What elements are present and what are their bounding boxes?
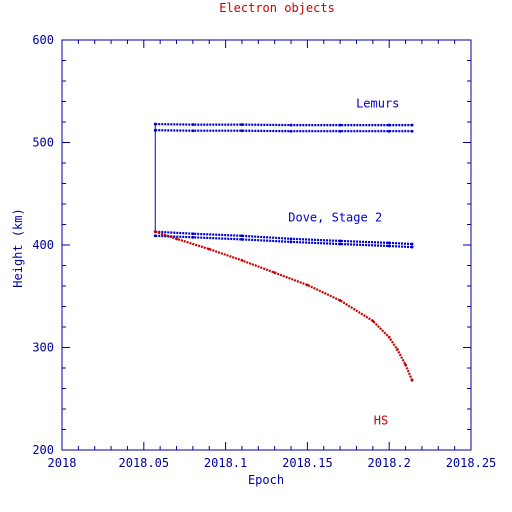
data-point [240, 258, 244, 262]
data-point [404, 363, 407, 367]
y-tick-label: 500 [32, 136, 54, 150]
data-point [273, 271, 277, 275]
y-tick-label: 200 [32, 443, 54, 457]
annotation-label: HS [374, 413, 388, 427]
series-layer [153, 122, 414, 382]
x-axis-label: Epoch [248, 473, 284, 487]
data-point [191, 235, 195, 239]
data-point [289, 237, 293, 241]
x-tick-label: 2018.25 [446, 456, 497, 470]
data-point [338, 239, 342, 243]
data-point [387, 241, 391, 245]
annotation-label: Lemurs [356, 97, 399, 111]
data-point [338, 242, 342, 246]
data-point [387, 129, 391, 133]
data-point [410, 123, 414, 127]
axis-ticks [61, 39, 472, 451]
y-tick-label: 300 [32, 341, 54, 355]
series-line-5 [154, 230, 414, 381]
data-point [153, 230, 157, 234]
data-point [153, 122, 157, 126]
data-point [338, 123, 342, 127]
y-tick-label: 400 [32, 238, 54, 252]
annotation-label: Dove, Stage 2 [288, 210, 382, 224]
data-point [240, 129, 244, 133]
data-point [207, 247, 211, 251]
data-point [289, 240, 293, 244]
data-point [240, 234, 244, 238]
data-point [289, 123, 293, 127]
data-point [387, 123, 391, 127]
data-point [371, 319, 375, 323]
data-point [240, 123, 244, 126]
data-point [191, 129, 195, 133]
data-point [191, 232, 195, 236]
chart-title: Electron objects [219, 1, 335, 15]
data-point [338, 298, 342, 302]
data-point [387, 244, 391, 248]
data-point [289, 129, 293, 133]
data-point [410, 129, 414, 133]
x-tick-label: 2018.2 [368, 456, 411, 470]
x-tick-label: 2018.15 [282, 456, 333, 470]
x-tick-label: 2018.05 [119, 456, 170, 470]
data-point [338, 129, 342, 133]
annotation-layer: Lemurs Dove, Stage 2 HS [288, 97, 399, 428]
data-point [410, 242, 414, 246]
plot-frame [61, 39, 472, 451]
data-point [153, 128, 157, 132]
x-tick-label: 2018.1 [204, 456, 247, 470]
data-point [306, 283, 309, 287]
y-axis-label: Height (km) [11, 208, 25, 287]
data-point [395, 348, 399, 351]
data-point [410, 378, 414, 382]
x-tick-labels: 2018 2018.05 2018.1 2018.15 2018.2 2018.25 [48, 456, 497, 470]
y-tick-label: 600 [32, 33, 54, 47]
data-point [191, 123, 195, 126]
data-point [153, 234, 157, 238]
y-tick-labels: 200 300 400 500 600 [32, 33, 54, 457]
data-point [175, 237, 178, 241]
data-point [240, 237, 244, 241]
data-point [387, 335, 391, 339]
x-tick-label: 2018 [48, 456, 77, 470]
data-point [410, 245, 414, 249]
